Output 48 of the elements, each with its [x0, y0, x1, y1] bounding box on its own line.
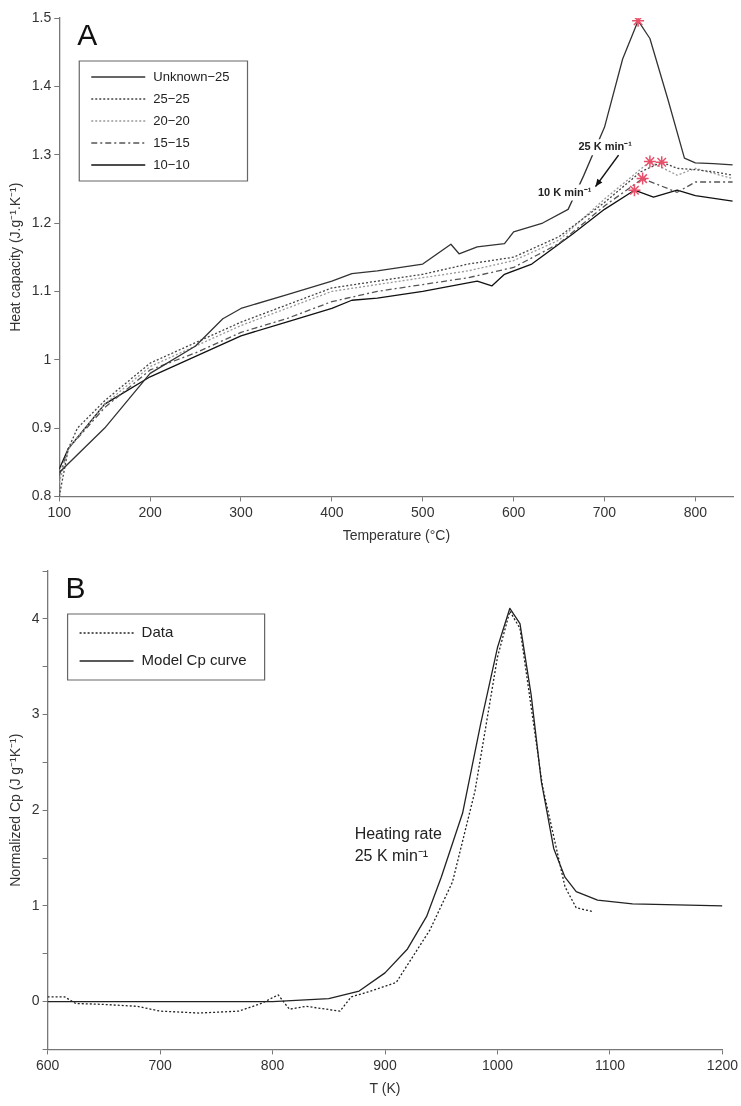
x-tick-label: 100	[47, 503, 72, 520]
x-tick-label: 600	[35, 1056, 60, 1073]
x-tick-label: 1200	[706, 1056, 739, 1073]
x-tick-label: 1000	[481, 1056, 514, 1073]
point	[627, 183, 642, 197]
x-tick-label: 800	[260, 1056, 285, 1073]
point	[643, 154, 657, 169]
annotation: 25 K min⁻¹	[578, 140, 633, 153]
y-tick-label: 1	[31, 896, 40, 913]
y-axis-title: Heat capacity (J.g⁻¹.K⁻¹)	[7, 182, 24, 332]
y-tick-label: 1.1	[31, 282, 52, 299]
x-tick-label: 500	[411, 503, 435, 520]
legend-label: Model Cp curve	[141, 651, 247, 669]
annotation: Heating rate 25 K min⁻¹	[354, 824, 442, 864]
y-tick-label: 4	[31, 609, 40, 626]
y-tick-label: 1.4	[31, 77, 52, 94]
x-axis-title: T (K)	[369, 1080, 401, 1097]
x-tick-label: 700	[592, 503, 617, 520]
x-tick-label: 1100	[594, 1056, 626, 1073]
y-tick-label: 1	[43, 350, 52, 367]
point	[654, 155, 669, 169]
y-axis-title: Normalized Cp (J g⁻¹K⁻¹)	[7, 733, 24, 887]
chart-title: B	[65, 571, 86, 605]
legend-label: 15−15	[153, 134, 190, 150]
x-axis-title: Temperature (°C)	[342, 527, 451, 544]
x-tick-label: 200	[138, 503, 163, 520]
legend-label: 10−10	[153, 156, 190, 172]
x-tick-label: 400	[320, 503, 344, 520]
y-tick-label: 2	[31, 801, 40, 818]
y-tick-label: 1.3	[31, 145, 52, 162]
y-tick-label: 1.2	[31, 213, 52, 230]
legend-label: Unknown−25	[153, 68, 230, 84]
y-tick-label: 3	[31, 705, 40, 722]
x-tick-label: 800	[683, 503, 708, 520]
x-tick-label: 700	[148, 1056, 172, 1073]
point	[635, 171, 650, 186]
x-tick-label: 300	[229, 503, 253, 520]
legend-label: 20−20	[153, 112, 190, 128]
chart-title: A	[77, 18, 98, 52]
x-tick-label: 600	[501, 503, 526, 520]
y-tick-label: 0.8	[31, 487, 52, 504]
legend-label: 25−25	[153, 90, 190, 106]
y-tick-label: 0.9	[31, 418, 52, 435]
annotation: 10 K min⁻¹	[537, 185, 592, 198]
y-tick-label: 1.5	[31, 8, 52, 25]
y-tick-label: 0	[31, 992, 40, 1009]
x-tick-label: 900	[373, 1056, 397, 1073]
legend-label: Data	[141, 623, 174, 641]
